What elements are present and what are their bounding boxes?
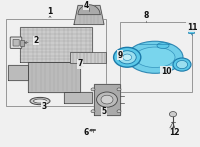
Circle shape	[91, 110, 95, 113]
Bar	[120, 21, 192, 92]
Bar	[6, 19, 106, 106]
Text: 12: 12	[169, 128, 179, 137]
Circle shape	[117, 110, 121, 113]
Circle shape	[117, 88, 121, 91]
Circle shape	[123, 54, 132, 60]
Text: 2: 2	[33, 36, 39, 45]
Text: 1: 1	[47, 7, 53, 16]
Circle shape	[173, 58, 191, 71]
Circle shape	[170, 128, 176, 132]
Circle shape	[118, 51, 136, 64]
Text: 4: 4	[83, 1, 89, 10]
Polygon shape	[20, 27, 92, 62]
Polygon shape	[64, 92, 92, 103]
Polygon shape	[74, 5, 104, 24]
Text: 11: 11	[187, 23, 197, 32]
Circle shape	[169, 112, 177, 117]
Ellipse shape	[30, 97, 50, 105]
Circle shape	[97, 92, 117, 107]
Text: 5: 5	[101, 107, 107, 116]
Ellipse shape	[157, 43, 169, 49]
Text: 3: 3	[41, 102, 47, 111]
Circle shape	[101, 95, 113, 104]
Text: 6: 6	[83, 128, 89, 137]
Text: 8: 8	[143, 11, 149, 20]
Polygon shape	[94, 84, 120, 115]
FancyBboxPatch shape	[10, 37, 22, 48]
Circle shape	[176, 60, 188, 69]
Bar	[70, 52, 106, 63]
Text: 7: 7	[77, 59, 83, 68]
Polygon shape	[28, 62, 80, 92]
Text: 10: 10	[161, 67, 171, 76]
Text: 9: 9	[117, 51, 123, 60]
Circle shape	[91, 88, 95, 91]
FancyBboxPatch shape	[189, 30, 194, 34]
Ellipse shape	[135, 47, 175, 67]
Circle shape	[114, 47, 141, 67]
Ellipse shape	[34, 99, 46, 103]
Ellipse shape	[127, 41, 183, 73]
FancyBboxPatch shape	[13, 39, 19, 46]
Bar	[20, 40, 24, 46]
Polygon shape	[8, 65, 28, 80]
